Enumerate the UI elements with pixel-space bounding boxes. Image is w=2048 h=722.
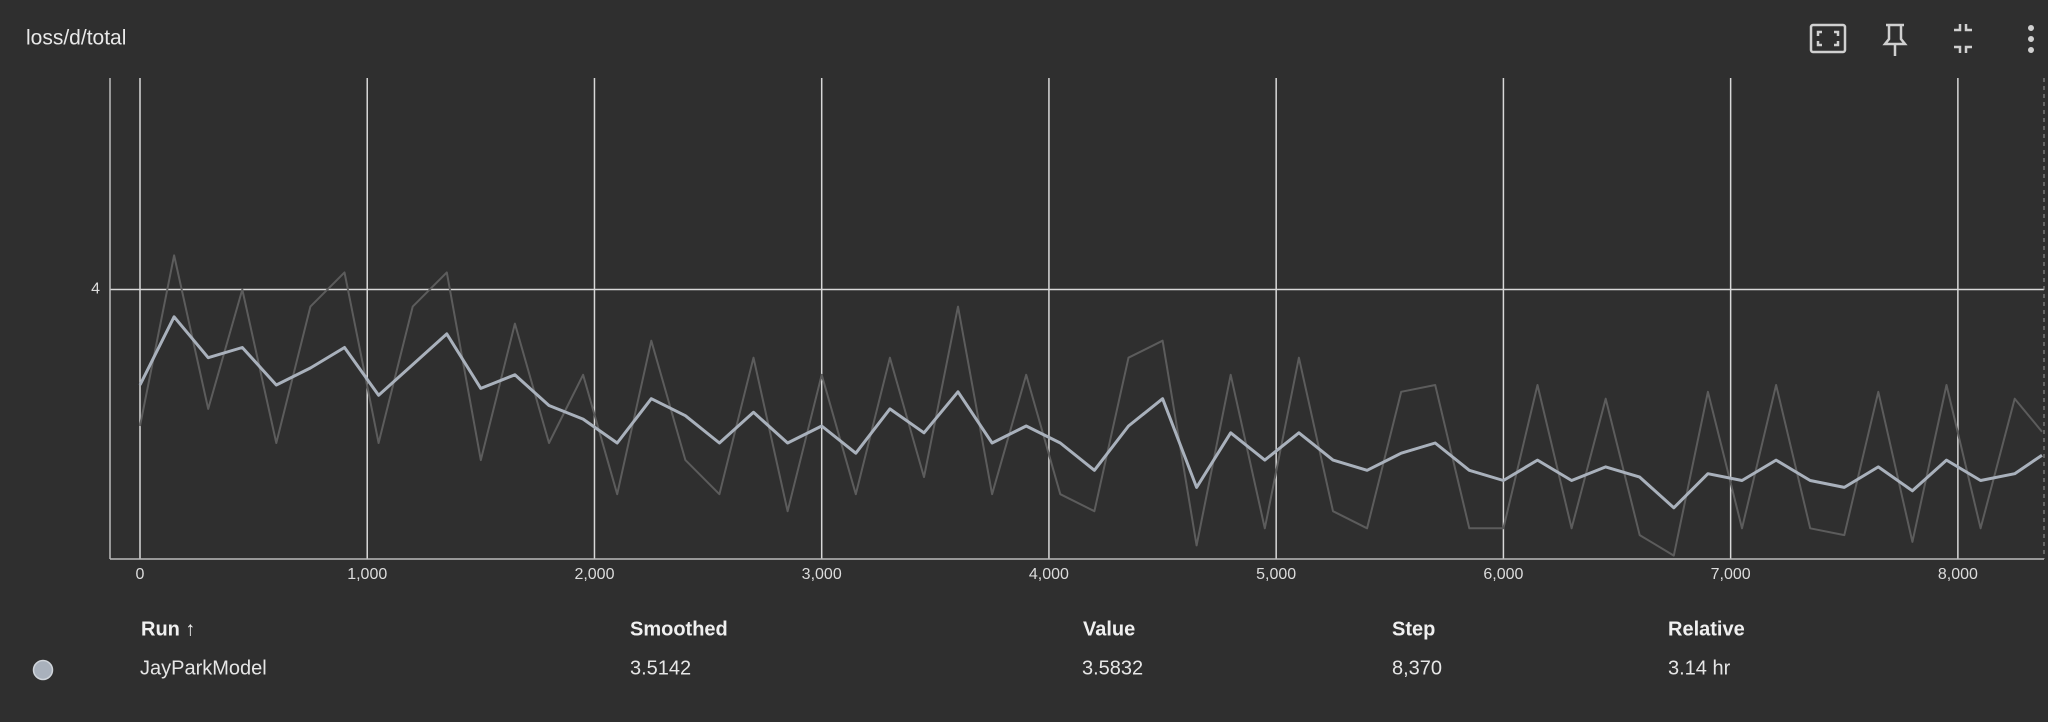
fit-button[interactable] (1809, 23, 1847, 54)
table-header[interactable]: Run ↑ (141, 618, 195, 640)
x-tick-label: 2,000 (574, 566, 614, 583)
x-tick-label: 3,000 (802, 566, 842, 583)
x-tick-label: 7,000 (1711, 566, 1751, 583)
raw-line (139, 254, 2043, 557)
chart-title: loss/d/total (26, 27, 126, 50)
y-tick-label: 4 (91, 281, 100, 298)
collapse-button[interactable] (1954, 24, 1972, 53)
x-tick-label: 6,000 (1483, 566, 1523, 583)
cell: 3.5142 (630, 657, 691, 679)
smoothed-line (138, 315, 2043, 510)
table-header[interactable]: Relative (1668, 618, 1745, 640)
run-color (32, 659, 54, 681)
cell: 3.14 hr (1668, 657, 1731, 679)
pin-button[interactable] (1882, 23, 1908, 56)
x-tick-label: 0 (136, 566, 145, 583)
table-header[interactable]: Value (1083, 618, 1135, 640)
toolbar (1809, 23, 2034, 56)
menu-button[interactable] (2028, 25, 2034, 53)
x-tick-label: 4,000 (1029, 566, 1069, 583)
table-header[interactable]: Smoothed (630, 618, 728, 640)
cell: 8,370 (1392, 657, 1442, 679)
x-tick-label: 5,000 (1256, 566, 1296, 583)
x-tick-label: 1,000 (347, 566, 387, 583)
x-tick-label: 8,000 (1938, 566, 1978, 583)
table-header[interactable]: Step (1392, 618, 1435, 640)
cell: 3.5832 (1082, 657, 1143, 679)
run-name: JayParkModel (140, 657, 267, 679)
